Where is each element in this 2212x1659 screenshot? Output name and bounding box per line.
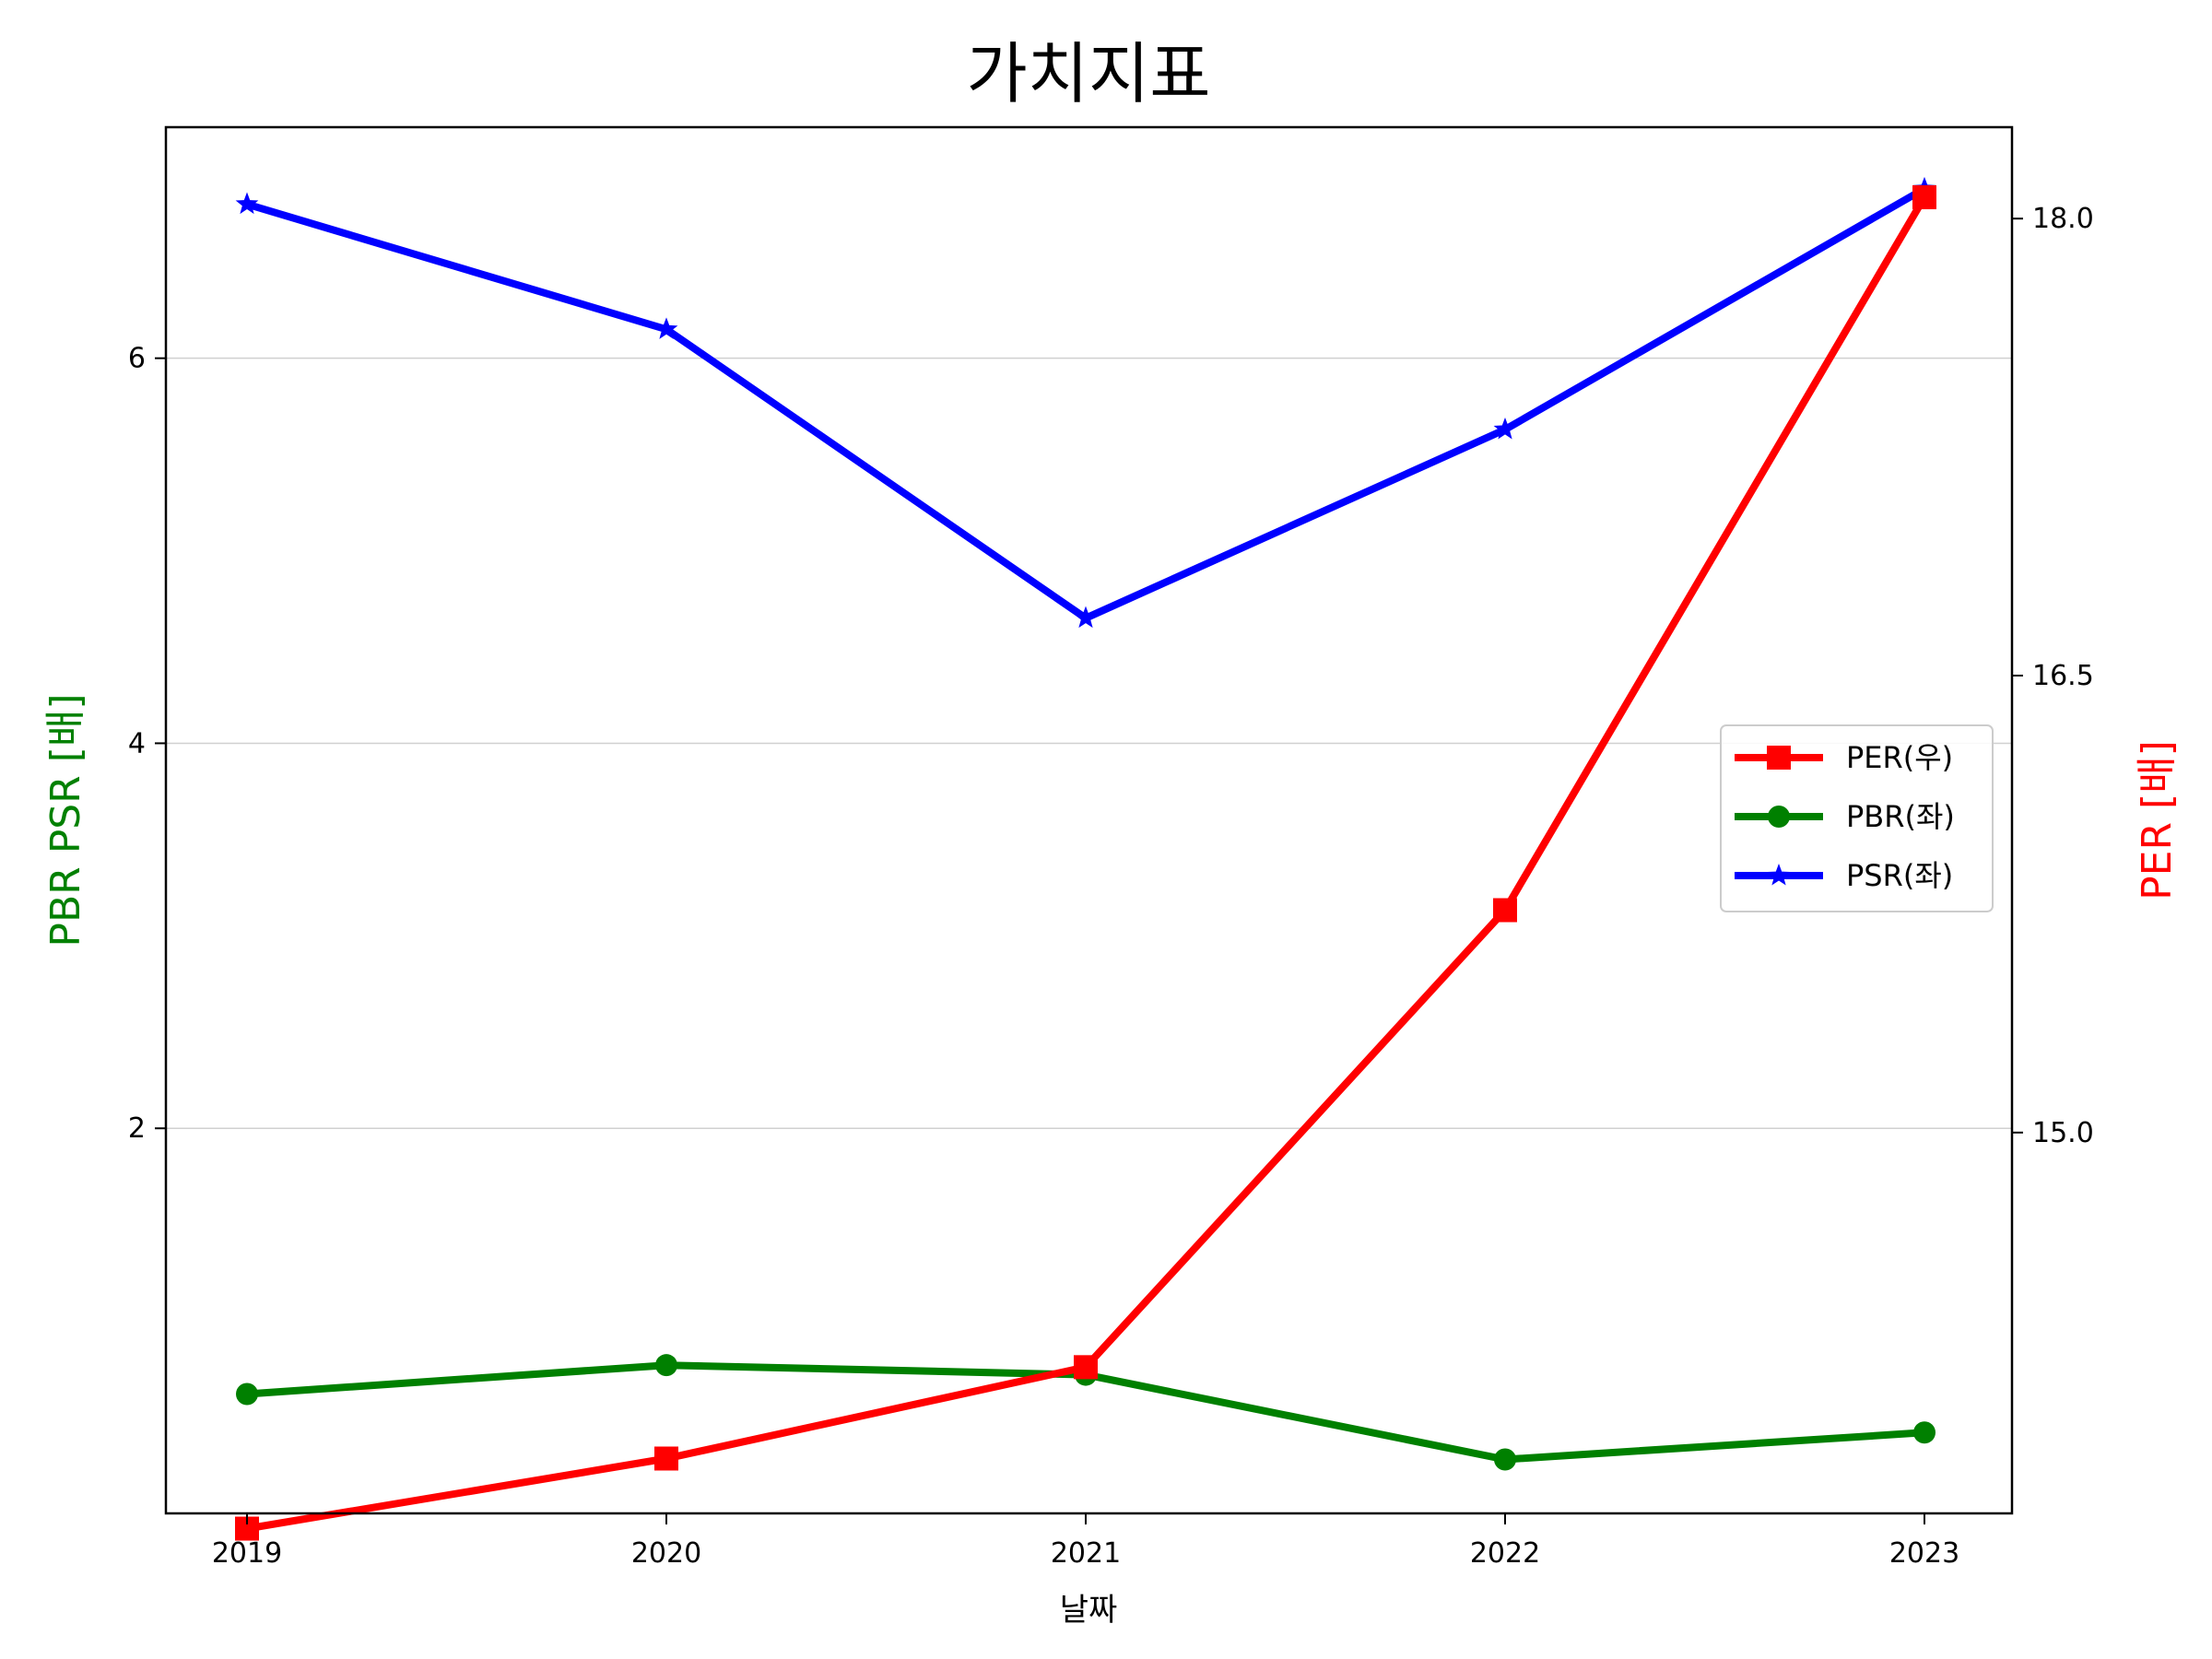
grid bbox=[166, 357, 2012, 1129]
data-point-psr bbox=[654, 317, 678, 339]
y-right-tick-label: 16.5 bbox=[2032, 660, 2094, 692]
data-point-per bbox=[654, 1446, 678, 1471]
legend-box bbox=[1720, 724, 1994, 912]
series-layer bbox=[235, 176, 1936, 1541]
x-axis-label: 날짜 bbox=[1060, 1592, 1118, 1629]
legend-marker bbox=[1767, 746, 1791, 770]
legend-item-pbr: PBR(좌) bbox=[1735, 799, 1955, 834]
y-right-tick-label: 15.0 bbox=[2032, 1117, 2094, 1149]
data-point-pbr bbox=[1494, 1448, 1516, 1471]
legend-marker bbox=[1767, 864, 1791, 886]
legend-marker bbox=[1768, 806, 1790, 828]
x-tick-label: 2022 bbox=[1470, 1537, 1540, 1570]
data-point-psr bbox=[235, 192, 259, 215]
chart-title: 가치지표 bbox=[967, 35, 1211, 112]
legend: PER(우) PBR(좌) PSR(좌) bbox=[1720, 724, 1994, 912]
y-right-tick-label: 18.0 bbox=[2032, 203, 2094, 235]
legend-label: PBR(좌) bbox=[1846, 799, 1955, 834]
x-tick-label: 2021 bbox=[1051, 1537, 1121, 1570]
y-axis-left-label: PBR PSR [배] bbox=[42, 693, 89, 947]
y-left-tick-label: 2 bbox=[128, 1112, 146, 1145]
legend-label: PSR(좌) bbox=[1846, 858, 1953, 893]
legend-label: PER(우) bbox=[1846, 740, 1953, 775]
data-point-pbr bbox=[236, 1382, 258, 1406]
data-point-per bbox=[1493, 898, 1517, 923]
x-tick-label: 2020 bbox=[631, 1537, 701, 1570]
x-tick-label: 2019 bbox=[212, 1537, 282, 1570]
series-per bbox=[235, 185, 1936, 1541]
x-tick-label: 2023 bbox=[1889, 1537, 1959, 1570]
data-point-pbr bbox=[1913, 1421, 1936, 1444]
legend-item-per: PER(우) bbox=[1735, 740, 1953, 775]
y-axis-right-label: PER [배] bbox=[2134, 740, 2181, 900]
data-point-per bbox=[1074, 1355, 1098, 1380]
data-point-pbr bbox=[655, 1354, 677, 1377]
legend-item-psr: PSR(좌) bbox=[1735, 858, 1953, 893]
data-point-psr bbox=[1074, 606, 1098, 629]
y-left-tick-label: 6 bbox=[128, 343, 146, 375]
y-left-tick-label: 4 bbox=[128, 727, 146, 759]
data-point-per bbox=[1912, 185, 1936, 210]
axes: 2019 2020 2021 2022 2023 2 4 6 15.0 16.5 18.0 bbox=[128, 203, 2094, 1570]
data-point-psr bbox=[1493, 417, 1517, 440]
plot-frame bbox=[164, 125, 2014, 1515]
